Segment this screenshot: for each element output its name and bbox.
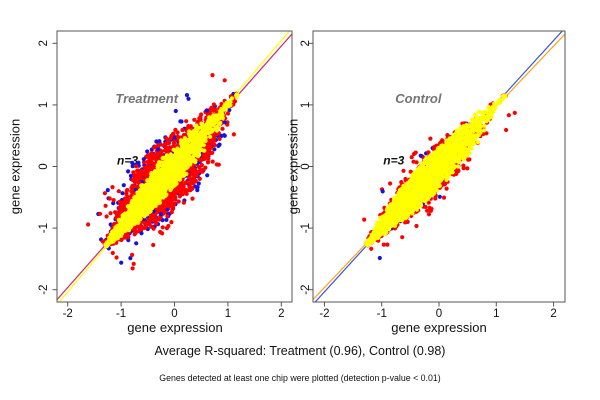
y-tick-label: -1 [300,223,312,233]
x-tick-label: 1 [493,308,499,320]
y-tick-label: 2 [38,40,50,46]
y-axis: -2 -1 0 1 2 [300,40,313,295]
x-axis-label-control: gene expression [391,320,487,335]
scatter-layer [103,92,240,249]
panel-title-control: Control [395,91,442,106]
panel-control: Control n=3 -2 -1 0 1 2 -2 -1 0 1 2 [300,30,566,320]
scatter-layer [363,93,508,247]
y-tick-label: 1 [300,102,312,108]
x-tick-label: 2 [550,308,556,320]
y-axis: -2 -1 0 1 2 [38,40,57,295]
caption-note: Genes detected at least one chip were pl… [159,373,441,383]
n-annotation: n=3 [383,154,404,168]
x-tick-label: -2 [63,308,73,320]
x-tick-label: 0 [171,308,177,320]
y-tick-label: -1 [38,223,50,233]
panel-title-treatment: Treatment [115,91,178,106]
caption-r-squared: Average R-squared: Treatment (0.96), Con… [154,344,446,358]
y-tick-label: 0 [300,163,312,169]
y-tick-label: 1 [38,102,50,108]
x-tick-label: -1 [116,308,126,320]
y-tick-label: -2 [38,285,50,295]
x-tick-label: 0 [436,308,442,320]
x-tick-label: 1 [225,308,231,320]
y-tick-label: 0 [38,163,50,169]
x-axis: -2 -1 0 1 2 [63,302,285,320]
y-tick-label: 2 [300,40,312,46]
y-axis-label-treatment: gene expression [7,118,23,215]
x-axis-label-treatment: gene expression [127,320,223,335]
x-tick-label: -2 [319,308,329,320]
x-tick-label: 2 [278,308,284,320]
x-tick-label: -1 [377,308,387,320]
x-axis: -2 -1 0 1 2 [319,302,557,320]
y-tick-label: -2 [300,285,312,295]
y-axis-label-control: gene expression [285,118,301,215]
